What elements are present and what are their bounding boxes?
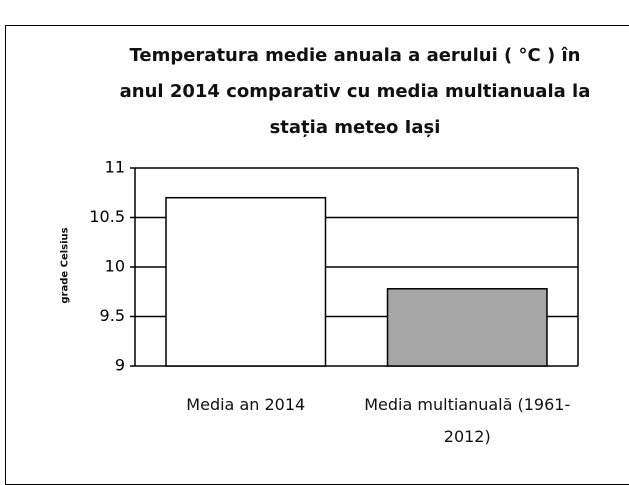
page: Temperatura medie anuala a aerului ( °C … [5, 25, 629, 485]
y-tick-label: 9.5 [100, 306, 125, 325]
x-tick-label: Media multianuală (1961-2012) [364, 395, 571, 446]
y-tick-label: 10 [105, 257, 125, 276]
chart: 9 9.5 10 10.5 11 [89, 158, 579, 375]
chart-title: Temperatura medie anuala a aerului ( °C … [119, 45, 591, 138]
y-tick-label: 11 [105, 158, 125, 177]
y-tick-label: 10.5 [89, 207, 125, 226]
x-tick-label: Media an 2014 [186, 395, 306, 414]
bar [386, 288, 548, 367]
y-tick-label: 9 [115, 356, 125, 375]
bar [165, 196, 327, 367]
